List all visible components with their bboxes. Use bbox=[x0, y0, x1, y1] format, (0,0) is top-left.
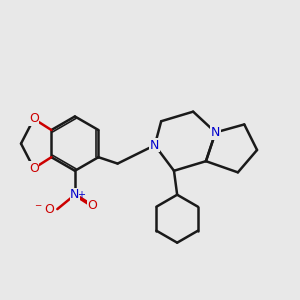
Text: O: O bbox=[88, 200, 98, 212]
Text: N: N bbox=[70, 188, 80, 201]
Text: +: + bbox=[76, 190, 85, 200]
Text: O: O bbox=[29, 162, 39, 175]
Text: N: N bbox=[150, 139, 160, 152]
Text: O: O bbox=[29, 112, 39, 125]
Text: N: N bbox=[211, 126, 220, 139]
Text: $^-$O: $^-$O bbox=[33, 202, 56, 216]
